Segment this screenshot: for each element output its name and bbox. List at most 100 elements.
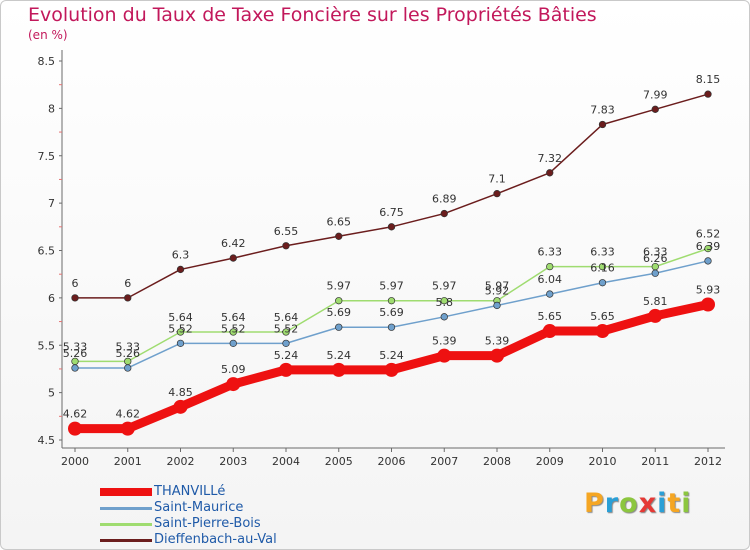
x-tick-label: 2000 xyxy=(61,455,89,468)
logo-letter: x xyxy=(638,488,658,519)
legend-label-saint-pierre-bois: Saint-Pierre-Bois xyxy=(154,516,261,531)
data-label: 5.97 xyxy=(379,280,404,293)
data-point xyxy=(493,189,501,198)
legend-label-saint-maurice: Saint-Maurice xyxy=(154,500,244,515)
data-point xyxy=(490,348,504,363)
chart-title: Evolution du Taux de Taxe Foncière sur l… xyxy=(28,4,597,26)
data-label: 5.92 xyxy=(485,284,510,297)
data-label: 6.3 xyxy=(172,248,190,261)
y-tick-label: 7 xyxy=(48,197,55,210)
data-point xyxy=(173,399,188,414)
data-label: 5.69 xyxy=(379,306,404,319)
data-point xyxy=(120,421,135,436)
data-point xyxy=(384,362,399,377)
data-point xyxy=(229,254,237,262)
data-label: 5.39 xyxy=(432,335,457,348)
logo-letter: i xyxy=(657,488,668,519)
data-label: 5.52 xyxy=(221,322,246,335)
data-label: 5.8 xyxy=(436,296,454,309)
data-label: 6.26 xyxy=(643,252,668,265)
data-point xyxy=(651,105,659,113)
x-tick-label: 2007 xyxy=(430,455,458,468)
data-label: 5.52 xyxy=(168,322,193,335)
y-tick-label: 8 xyxy=(48,102,55,115)
data-point xyxy=(437,348,452,363)
y-tick-label: 8.5 xyxy=(38,55,56,68)
data-point xyxy=(279,362,293,377)
data-label: 6.55 xyxy=(274,225,299,238)
logo-letter: i xyxy=(681,488,692,519)
data-label: 5.26 xyxy=(63,347,88,360)
data-label: 5.65 xyxy=(538,310,563,323)
data-label: 5.33 xyxy=(116,340,141,353)
data-point xyxy=(704,90,712,98)
data-label: 8.15 xyxy=(696,73,721,86)
y-tick-label: 7.5 xyxy=(38,150,56,163)
data-point xyxy=(651,269,659,277)
data-label: 6 xyxy=(124,277,131,290)
x-tick-label: 2009 xyxy=(536,455,564,468)
data-label: 6.33 xyxy=(538,246,563,259)
legend-swatch-thanville xyxy=(100,488,152,496)
data-point xyxy=(598,279,607,287)
data-point xyxy=(229,328,237,336)
data-point xyxy=(598,120,607,129)
data-label: 5.39 xyxy=(485,335,510,348)
data-label: 6.52 xyxy=(696,228,721,241)
y-tick-label: 6.5 xyxy=(38,245,56,258)
data-label: 4.85 xyxy=(168,386,193,399)
data-point xyxy=(648,308,663,323)
x-tick-label: 2010 xyxy=(589,455,617,468)
data-label: 6 xyxy=(72,277,79,290)
data-point xyxy=(387,323,396,331)
data-point xyxy=(282,242,290,250)
data-label: 5.26 xyxy=(116,347,141,360)
logo-letter: t xyxy=(667,488,682,519)
data-point xyxy=(331,362,346,377)
data-label: 6.04 xyxy=(538,273,563,286)
data-label: 6.39 xyxy=(696,240,721,253)
data-point xyxy=(440,297,448,305)
data-point xyxy=(387,223,396,231)
logo-letter: o xyxy=(619,488,639,519)
legend-label-thanville: THANVILLé xyxy=(154,484,226,499)
chart-subtitle: (en %) xyxy=(28,28,68,42)
data-label: 7.83 xyxy=(590,103,615,116)
x-tick-label: 2004 xyxy=(272,455,300,468)
data-label: 5.93 xyxy=(696,284,721,297)
data-point xyxy=(176,328,185,336)
data-point xyxy=(440,209,448,218)
data-label: 5.24 xyxy=(274,349,299,362)
data-label: 5.97 xyxy=(432,280,457,293)
data-label: 5.52 xyxy=(274,322,299,335)
data-point xyxy=(704,244,712,253)
data-label: 5.97 xyxy=(327,280,352,293)
data-label: 5.09 xyxy=(221,363,246,376)
data-label: 6.16 xyxy=(590,262,615,275)
data-point xyxy=(124,294,132,302)
data-point xyxy=(542,324,557,339)
data-point xyxy=(335,232,343,240)
data-point xyxy=(335,297,343,305)
data-point xyxy=(71,294,79,302)
data-point xyxy=(440,313,448,321)
data-point xyxy=(282,328,290,336)
data-label: 5.33 xyxy=(63,340,88,353)
data-label: 6.33 xyxy=(590,246,615,259)
x-tick-label: 2008 xyxy=(483,455,511,468)
data-point xyxy=(71,364,79,372)
data-point xyxy=(546,262,554,271)
logo-letter: P xyxy=(584,488,605,519)
data-point xyxy=(176,265,185,274)
data-label: 6.89 xyxy=(432,193,457,206)
legend-swatch-dieffenbach-au-val xyxy=(100,539,152,542)
data-label: 7.32 xyxy=(538,152,563,165)
data-label: 5.64 xyxy=(168,311,193,324)
data-label: 5.69 xyxy=(327,306,352,319)
data-point xyxy=(68,421,82,436)
data-label: 4.62 xyxy=(63,408,88,421)
data-label: 5.64 xyxy=(274,311,299,324)
data-point xyxy=(387,297,396,305)
